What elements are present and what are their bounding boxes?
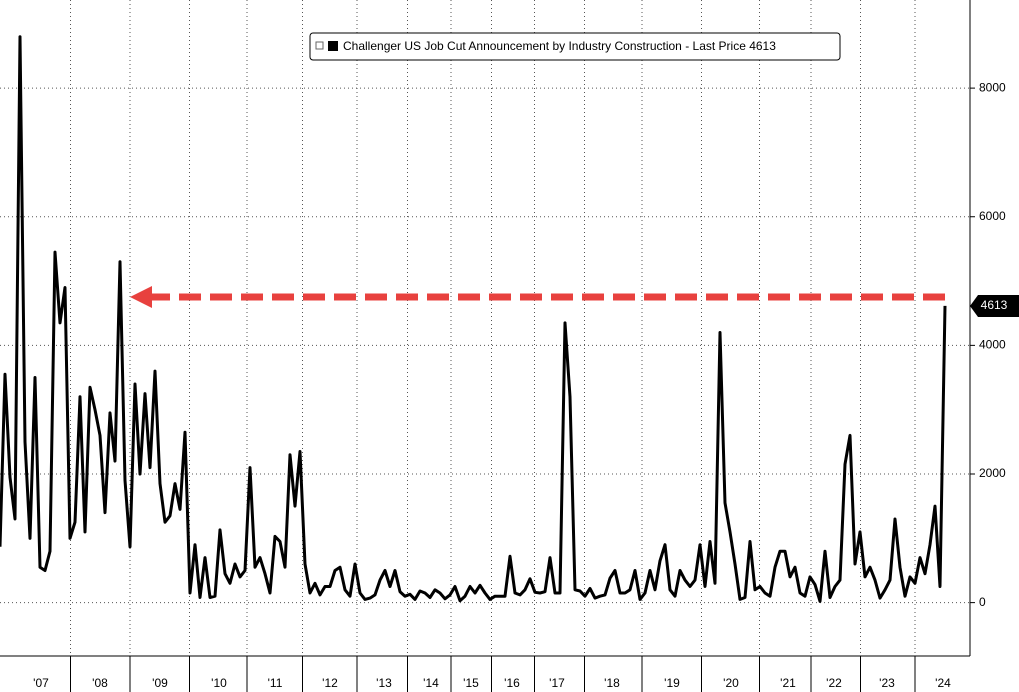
x-tick-label: '15	[463, 676, 479, 690]
y-tick-label: 4000	[979, 338, 1006, 352]
x-tick-label: '20	[723, 676, 739, 690]
annotation-arrowhead	[130, 286, 152, 308]
x-tick-label: '11	[268, 676, 283, 690]
x-tick-label: '21	[780, 676, 796, 690]
x-tick-label: '07	[33, 676, 49, 690]
x-tick-label: '17	[549, 676, 565, 690]
y-tick-label: 0	[979, 595, 986, 609]
series-line	[0, 35, 947, 603]
x-tick-label: '10	[211, 676, 227, 690]
x-tick-label: '12	[322, 676, 338, 690]
x-tick-label: '08	[92, 676, 108, 690]
x-tick-label: '22	[826, 676, 842, 690]
legend-label: Challenger US Job Cut Announcement by In…	[343, 39, 776, 53]
y-tick-label: 8000	[979, 80, 1006, 94]
x-tick-label: '19	[664, 676, 680, 690]
x-tick-label: '23	[879, 676, 895, 690]
x-tick-label: '14	[423, 676, 439, 690]
y-tick-label: 2000	[979, 466, 1006, 480]
last-price-tag	[970, 294, 1019, 317]
y-tick-label: 6000	[979, 209, 1006, 223]
legend-swatch	[328, 41, 338, 51]
x-tick-label: '09	[152, 676, 168, 690]
x-tick-label: '18	[604, 676, 620, 690]
x-tick-label: '16	[504, 676, 520, 690]
last-price-label: 4613	[981, 298, 1008, 312]
x-tick-label: '24	[935, 676, 951, 690]
x-tick-label: '13	[376, 676, 392, 690]
legend-toggle[interactable]	[315, 41, 324, 50]
legend-box	[309, 32, 841, 61]
